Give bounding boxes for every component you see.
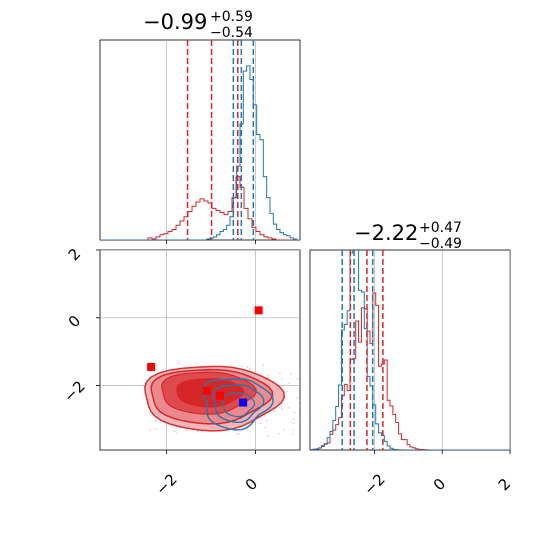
- histogram-y-panel: [309, 249, 511, 451]
- contour-scatter-point: [267, 374, 270, 377]
- histy-xtick-label: 0: [430, 475, 449, 494]
- title-y-minus: −0.49: [419, 236, 462, 252]
- title-y-plus: +0.47: [419, 220, 462, 236]
- histy-xtick-label: −2: [360, 470, 388, 498]
- histx-grid: [166, 40, 256, 240]
- red-square-marker: [216, 391, 224, 400]
- contour-scatter-point: [299, 380, 300, 382]
- scatter-ytick-label: 2: [65, 245, 84, 264]
- red-square-marker: [147, 362, 156, 371]
- contour-scatter-point: [290, 421, 293, 424]
- histx-blue-step: [100, 65, 300, 240]
- red-square-marker: [254, 306, 263, 315]
- title-x: −0.99 +0.59 −0.54: [143, 9, 253, 41]
- contour-scatter-point: [303, 364, 305, 366]
- contour-scatter-point: [286, 390, 289, 393]
- contour-scatter-point: [185, 428, 188, 431]
- histy-xtick-label: 2: [495, 475, 514, 494]
- contour-scatter-point: [287, 406, 290, 409]
- title-y-main: −2.22: [354, 221, 418, 245]
- contour-scatter-point: [281, 378, 283, 380]
- contour-scatter-point: [246, 429, 249, 431]
- histx-series: [100, 40, 300, 240]
- contour-scatter-point: [195, 362, 198, 365]
- scatter-ytick-label: −2: [60, 377, 88, 405]
- contour-scatter-point: [149, 428, 151, 431]
- contour-scatter-point: [175, 432, 178, 435]
- contour-series: [144, 306, 305, 437]
- contour-scatter-point: [154, 420, 157, 422]
- contour-scatter-point: [237, 432, 240, 435]
- contour-scatter-point: [196, 430, 199, 433]
- histx-red-step: [100, 176, 300, 240]
- contour-scatter-point: [155, 363, 158, 366]
- contour-scatter-point: [299, 399, 300, 402]
- contour-blue-mid: [212, 384, 265, 424]
- contour-scatter-point: [165, 429, 168, 432]
- red-square-marker: [202, 386, 211, 395]
- contour-scatter-point: [290, 372, 292, 375]
- contour-scatter-point: [260, 416, 262, 419]
- title-x-plus: +0.59: [210, 9, 253, 25]
- contour-blue-inner: [222, 392, 256, 418]
- histy-blue-step: [310, 250, 510, 450]
- contour-scatter-point: [267, 376, 269, 379]
- scatter-ytick-label: 0: [65, 312, 84, 331]
- contour-scatter-point: [241, 365, 244, 368]
- title-x-minus: −0.54: [210, 25, 253, 41]
- histy-red-step: [310, 292, 510, 450]
- histy-grid: [374, 250, 510, 450]
- contour-scatter-point: [235, 433, 238, 435]
- contour-scatter-point: [265, 420, 268, 423]
- chart-marks: [96, 40, 511, 454]
- contour-scatter-point: [302, 428, 304, 430]
- contour-scatter-point: [279, 372, 281, 375]
- contour-scatter-point: [296, 378, 299, 381]
- contour-scatter-point: [298, 367, 300, 370]
- contour-scatter-point: [154, 427, 157, 430]
- contour-scatter-point: [298, 418, 300, 420]
- contour-scatter-point: [280, 407, 283, 410]
- scatter-xtick-label: 0: [242, 475, 261, 494]
- contour-scatter-point: [292, 432, 295, 435]
- contour-scatter-point: [201, 430, 203, 433]
- contour-scatter-point: [293, 422, 295, 425]
- contour-scatter-point: [288, 382, 291, 385]
- title-y: −2.22 +0.47 −0.49: [354, 220, 462, 252]
- contour-scatter-point: [293, 418, 295, 421]
- contour-scatter-point: [282, 429, 285, 432]
- contour-scatter-point: [262, 363, 264, 366]
- contour-scatter-point: [173, 430, 176, 432]
- histy-series: [310, 250, 510, 450]
- contour-scatter-point: [299, 405, 300, 408]
- contour-scatter-point: [259, 422, 262, 425]
- contour-scatter-point: [267, 434, 270, 437]
- histogram-y-frame: [309, 249, 511, 451]
- contour-scatter-point: [272, 410, 275, 413]
- contour-scatter-point: [264, 426, 267, 429]
- contour-scatter-point: [278, 432, 281, 435]
- title-x-main: −0.99: [143, 10, 207, 34]
- contour-scatter-point: [263, 414, 266, 417]
- scatter-xtick-label: −2: [152, 470, 180, 498]
- contour-scatter-point: [249, 368, 251, 370]
- contour-scatter-point: [296, 396, 298, 399]
- contour-scatter-point: [293, 411, 296, 414]
- contour-scatter-point: [246, 366, 249, 369]
- contour-scatter-point: [178, 361, 180, 364]
- contour-scatter-point: [292, 429, 295, 432]
- contour-blue-outer: [201, 378, 274, 431]
- blue-square-marker: [239, 398, 248, 407]
